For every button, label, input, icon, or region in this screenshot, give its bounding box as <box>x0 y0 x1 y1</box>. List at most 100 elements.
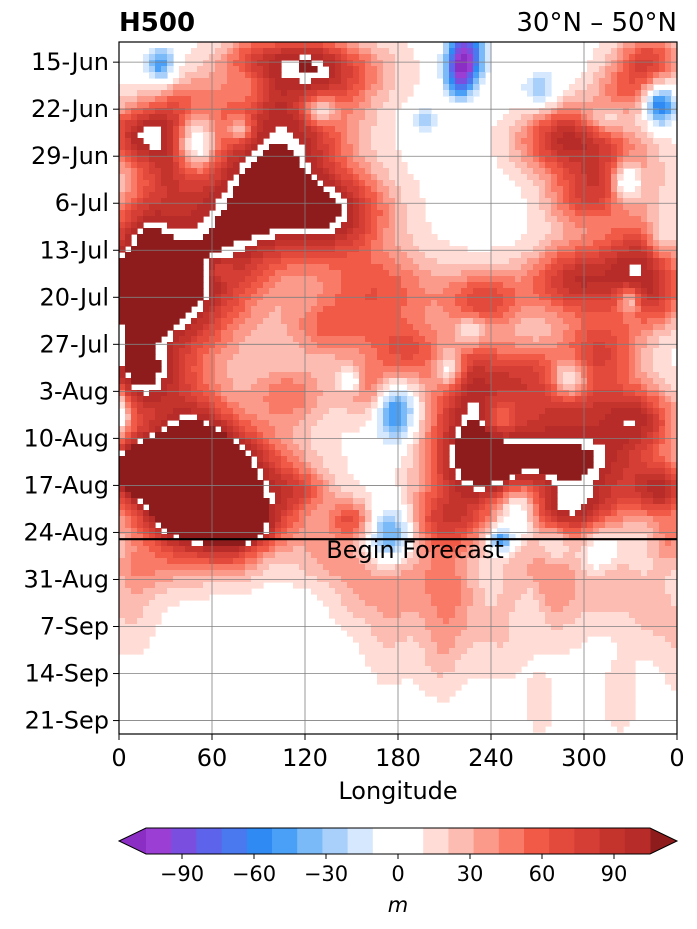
contour-cell <box>431 534 438 541</box>
contour-cell <box>335 144 342 151</box>
contour-cell <box>605 678 636 685</box>
contour-cell <box>323 138 336 145</box>
contour-cell <box>449 420 456 427</box>
y-tick-label: 31-Aug <box>23 565 109 593</box>
contour-cell <box>347 582 426 589</box>
contour-cell <box>503 312 516 319</box>
contour-cell <box>575 330 588 337</box>
contour-cell <box>383 84 396 91</box>
contour-cell <box>533 72 552 79</box>
contour-cell <box>665 306 672 313</box>
contour-cell <box>539 270 546 277</box>
contour-cell <box>377 204 390 211</box>
contour-cell <box>149 426 156 433</box>
y-tick-label: 27-Jul <box>40 330 110 358</box>
contour-cell <box>227 426 234 433</box>
contour-cell <box>371 84 384 91</box>
contour-cell <box>455 456 594 463</box>
contour-cell <box>221 300 228 307</box>
contour-cell <box>575 312 624 319</box>
contour-cell <box>311 138 318 145</box>
contour-cell <box>125 414 132 421</box>
contour-cell <box>473 42 480 49</box>
contour-cell <box>605 474 624 481</box>
contour-cell <box>449 474 456 481</box>
contour-cell <box>593 48 612 55</box>
contour-cell <box>299 102 306 109</box>
contour-cell <box>257 72 264 79</box>
contour-cell <box>473 642 498 649</box>
contour-cell <box>641 498 654 505</box>
contour-cell <box>143 528 150 535</box>
contour-cell <box>431 528 438 535</box>
contour-cell <box>551 384 558 391</box>
contour-cell <box>617 66 624 73</box>
contour-cell <box>251 252 264 259</box>
contour-cell <box>665 438 672 445</box>
contour-cell <box>203 354 216 361</box>
contour-cell <box>527 684 552 691</box>
contour-cell <box>581 504 594 511</box>
contour-cell <box>191 318 198 325</box>
contour-cell <box>269 516 276 523</box>
contour-cell <box>593 438 630 445</box>
contour-cell <box>665 432 672 439</box>
contour-cell <box>125 132 132 139</box>
contour-cell <box>383 264 402 271</box>
contour-cell <box>161 144 168 151</box>
contour-cell <box>665 48 672 55</box>
contour-cell <box>521 486 528 493</box>
contour-cell <box>371 228 378 235</box>
contour-cell <box>119 462 252 469</box>
contour-cell <box>311 438 342 445</box>
contour-cell <box>443 42 450 49</box>
contour-cell <box>491 246 534 253</box>
contour-cell <box>467 570 480 577</box>
contour-cell <box>149 600 180 607</box>
contour-cell <box>521 252 540 259</box>
contour-cell <box>173 552 198 559</box>
contour-cell <box>563 228 588 235</box>
contour-cell <box>629 72 648 79</box>
contour-cell <box>563 174 576 181</box>
contour-cell <box>665 276 672 283</box>
contour-cell <box>269 78 276 85</box>
contour-cell <box>383 102 402 109</box>
contour-cell <box>431 354 438 361</box>
contour-cell <box>155 594 210 601</box>
contour-cell <box>635 78 648 85</box>
contour-cell <box>641 270 654 277</box>
contour-cell <box>473 366 486 373</box>
contour-cell <box>125 486 264 493</box>
contour-cell <box>347 78 360 85</box>
contour-cell <box>515 276 522 283</box>
contour-cell <box>635 186 642 193</box>
contour-cell <box>635 366 642 373</box>
contour-cell <box>443 492 450 499</box>
contour-cell <box>389 90 414 97</box>
contour-cell <box>443 414 450 421</box>
contour-cell <box>359 390 378 397</box>
contour-cell <box>155 408 174 415</box>
contour-cell <box>377 426 384 433</box>
contour-cell <box>371 186 378 193</box>
contour-cell <box>269 144 288 151</box>
contour-cell <box>239 174 312 181</box>
contour-cell <box>575 582 666 589</box>
contour-cell <box>215 408 222 415</box>
contour-cell <box>227 126 234 133</box>
contour-cell <box>659 210 677 217</box>
contour-cell <box>671 540 677 547</box>
contour-cell <box>329 78 342 85</box>
contour-cell <box>371 198 378 205</box>
contour-cell <box>659 222 677 229</box>
contour-cell <box>125 438 132 445</box>
x-axis-ticks: 0 60 120 180 240 300 0 <box>111 734 685 772</box>
contour-cell <box>233 558 246 565</box>
contour-cell <box>377 72 384 79</box>
contour-cell <box>473 78 480 85</box>
contour-cell <box>623 156 648 163</box>
contour-cell <box>455 48 462 55</box>
contour-cell <box>155 534 162 541</box>
